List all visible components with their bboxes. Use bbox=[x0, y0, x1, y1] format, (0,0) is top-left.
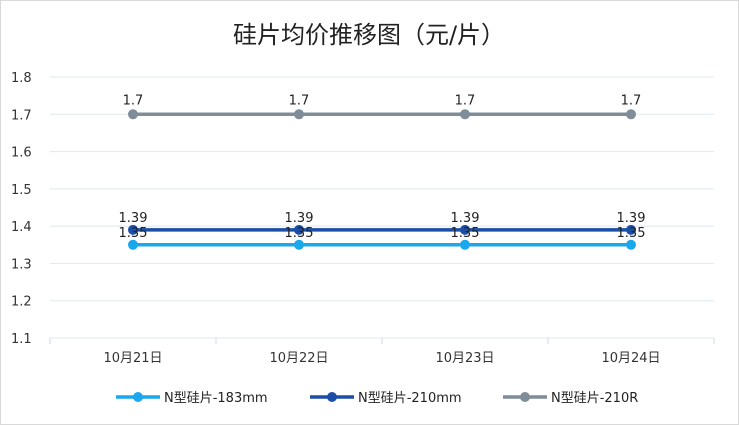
data-label: 1.7 bbox=[621, 93, 642, 108]
series-lines bbox=[128, 109, 636, 250]
y-tick-label: 1.1 bbox=[11, 332, 32, 347]
y-tick-label: 1.4 bbox=[11, 220, 32, 235]
legend-swatch-marker bbox=[520, 392, 530, 402]
legend-label: N型硅片-183mm bbox=[164, 391, 268, 406]
y-tick-label: 1.6 bbox=[11, 146, 32, 161]
data-point bbox=[626, 224, 636, 235]
data-label: 1.7 bbox=[123, 93, 144, 108]
chart-title: 硅片均价推移图（元/片） bbox=[233, 21, 505, 49]
y-tick-label: 1.8 bbox=[11, 71, 32, 86]
y-tick-label: 1.7 bbox=[11, 108, 32, 123]
y-tick-label: 1.2 bbox=[11, 295, 32, 310]
data-label: 1.7 bbox=[289, 93, 310, 108]
data-label: 1.39 bbox=[451, 211, 480, 226]
data-point bbox=[626, 109, 636, 120]
data-label: 1.39 bbox=[119, 211, 148, 226]
data-point bbox=[460, 224, 470, 235]
gridlines bbox=[49, 76, 715, 344]
y-tick-label: 1.3 bbox=[11, 257, 32, 272]
legend: N型硅片-183mm N型硅片-210mm N型硅片-210R bbox=[116, 391, 638, 406]
legend-label: N型硅片-210R bbox=[551, 391, 638, 406]
legend-swatch-marker bbox=[133, 392, 143, 402]
x-axis-ticks: 10月21日 10月22日 10月23日 10月24日 bbox=[103, 351, 660, 366]
data-label: 1.35 bbox=[451, 226, 480, 241]
data-point bbox=[128, 224, 138, 235]
legend-swatch-marker bbox=[327, 392, 337, 402]
data-label: 1.35 bbox=[285, 226, 314, 241]
data-label: 1.39 bbox=[617, 211, 646, 226]
x-tick-label: 10月22日 bbox=[269, 351, 328, 366]
x-tick-label: 10月23日 bbox=[435, 351, 494, 366]
data-point bbox=[294, 109, 304, 120]
data-labels: 1.35 1.35 1.35 1.351.39 1.39 1.39 1.391.7 1.7 1.… bbox=[119, 93, 646, 241]
data-point bbox=[128, 239, 138, 250]
y-axis-ticks: 1.1 1.2 1.3 1.4 1.5 1.6 1.7 1.8 bbox=[11, 71, 32, 347]
data-point bbox=[460, 239, 470, 250]
data-point bbox=[294, 239, 304, 250]
data-point bbox=[460, 109, 470, 120]
data-label: 1.35 bbox=[119, 226, 148, 241]
data-point bbox=[128, 109, 138, 120]
data-point bbox=[626, 239, 636, 250]
legend-label: N型硅片-210mm bbox=[358, 391, 462, 406]
data-label: 1.39 bbox=[285, 211, 314, 226]
y-tick-label: 1.5 bbox=[11, 183, 32, 198]
data-label: 1.7 bbox=[455, 93, 476, 108]
x-tick-label: 10月24日 bbox=[601, 351, 660, 366]
data-label: 1.35 bbox=[617, 226, 646, 241]
data-point bbox=[294, 224, 304, 235]
x-tick-label: 10月21日 bbox=[103, 351, 162, 366]
